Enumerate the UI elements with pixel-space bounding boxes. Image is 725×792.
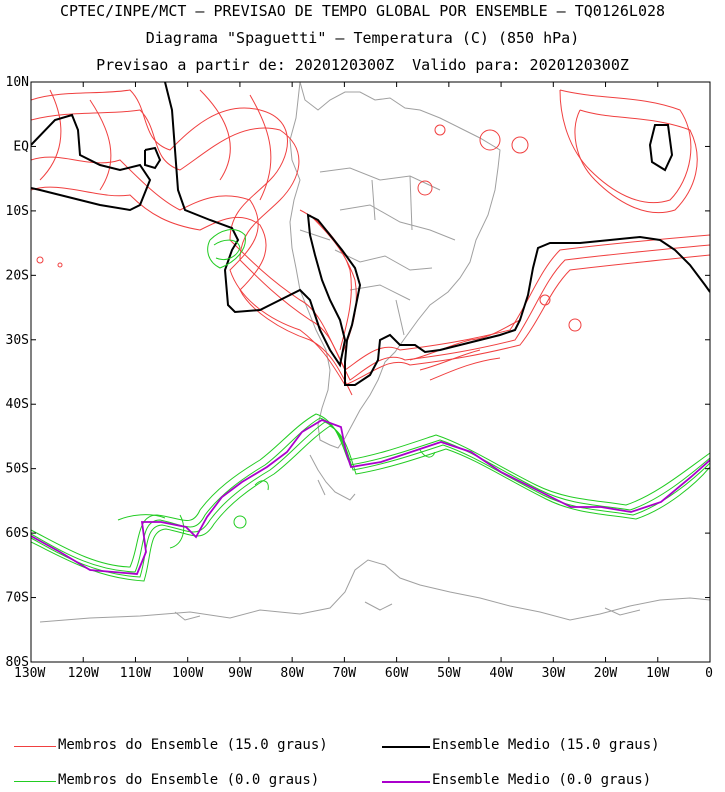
lat-label: 20S bbox=[6, 268, 29, 283]
legend-swatch-members-0C bbox=[14, 781, 56, 782]
lat-label: 30S bbox=[6, 333, 29, 348]
lat-label: 70S bbox=[6, 591, 29, 606]
lon-label: 70W bbox=[333, 666, 357, 681]
legend-label-members-0C: Membros do Ensemble (0.0 graus) bbox=[58, 772, 320, 788]
lon-label: 80W bbox=[280, 666, 304, 681]
lon-label: 10W bbox=[646, 666, 670, 681]
lat-label: 10S bbox=[6, 204, 29, 219]
ensemble-members-0C bbox=[31, 229, 710, 582]
lon-label: 90W bbox=[228, 666, 252, 681]
lon-label: 110W bbox=[120, 666, 151, 681]
ensemble-mean-15C bbox=[31, 82, 710, 386]
map-title-line-1: CPTEC/INPE/MCT — PREVISAO DE TEMPO GLOBA… bbox=[59, 2, 666, 20]
legend-label-members-15C: Membros do Ensemble (15.0 graus) bbox=[58, 737, 328, 753]
lat-label: 50S bbox=[6, 462, 29, 477]
lon-label: 40W bbox=[489, 666, 513, 681]
lon-label: 60W bbox=[385, 666, 409, 681]
ensemble-mean-0C bbox=[31, 419, 710, 575]
lat-label: 60S bbox=[6, 526, 29, 541]
lon-label: 100W bbox=[172, 666, 203, 681]
spaghetti-map: 10N EQ 10S 20S 30S 40S 50S 60S 70S 80S 130W 120W 11… bbox=[6, 75, 713, 681]
lat-label: 40S bbox=[6, 397, 29, 412]
map-title-line-3: Previsao a partir de: 2020120300Z Valido… bbox=[96, 56, 629, 74]
legend-label-mean-0C: Ensemble Medio (0.0 graus) bbox=[432, 772, 652, 788]
lat-label: 80S bbox=[6, 655, 29, 670]
lon-label: 30W bbox=[542, 666, 566, 681]
latitude-axis: 10N EQ 10S 20S 30S 40S 50S 60S 70S 80S bbox=[6, 75, 710, 670]
legend-swatch-mean-0C bbox=[382, 781, 430, 783]
legend-swatch-members-15C bbox=[14, 746, 56, 747]
lon-label: 20W bbox=[594, 666, 618, 681]
lon-label: 130W bbox=[14, 666, 45, 681]
lon-label: 0 bbox=[705, 666, 713, 681]
lon-label: 120W bbox=[68, 666, 99, 681]
lat-label: 10N bbox=[6, 75, 29, 90]
lat-label: EQ bbox=[13, 139, 29, 154]
map-frame bbox=[30, 81, 711, 663]
coastlines bbox=[39, 82, 710, 623]
longitude-axis: 130W 120W 110W 100W 90W 80W 70W 60W 50W 40W 30W 20W… bbox=[14, 82, 713, 681]
map-title-line-2: Diagrama "Spaguetti" — Temperatura (C) (… bbox=[145, 29, 580, 47]
legend-swatch-mean-15C bbox=[382, 746, 430, 748]
legend-label-mean-15C: Ensemble Medio (15.0 graus) bbox=[432, 737, 660, 753]
ensemble-members-15C bbox=[31, 89, 710, 396]
lon-label: 50W bbox=[437, 666, 461, 681]
